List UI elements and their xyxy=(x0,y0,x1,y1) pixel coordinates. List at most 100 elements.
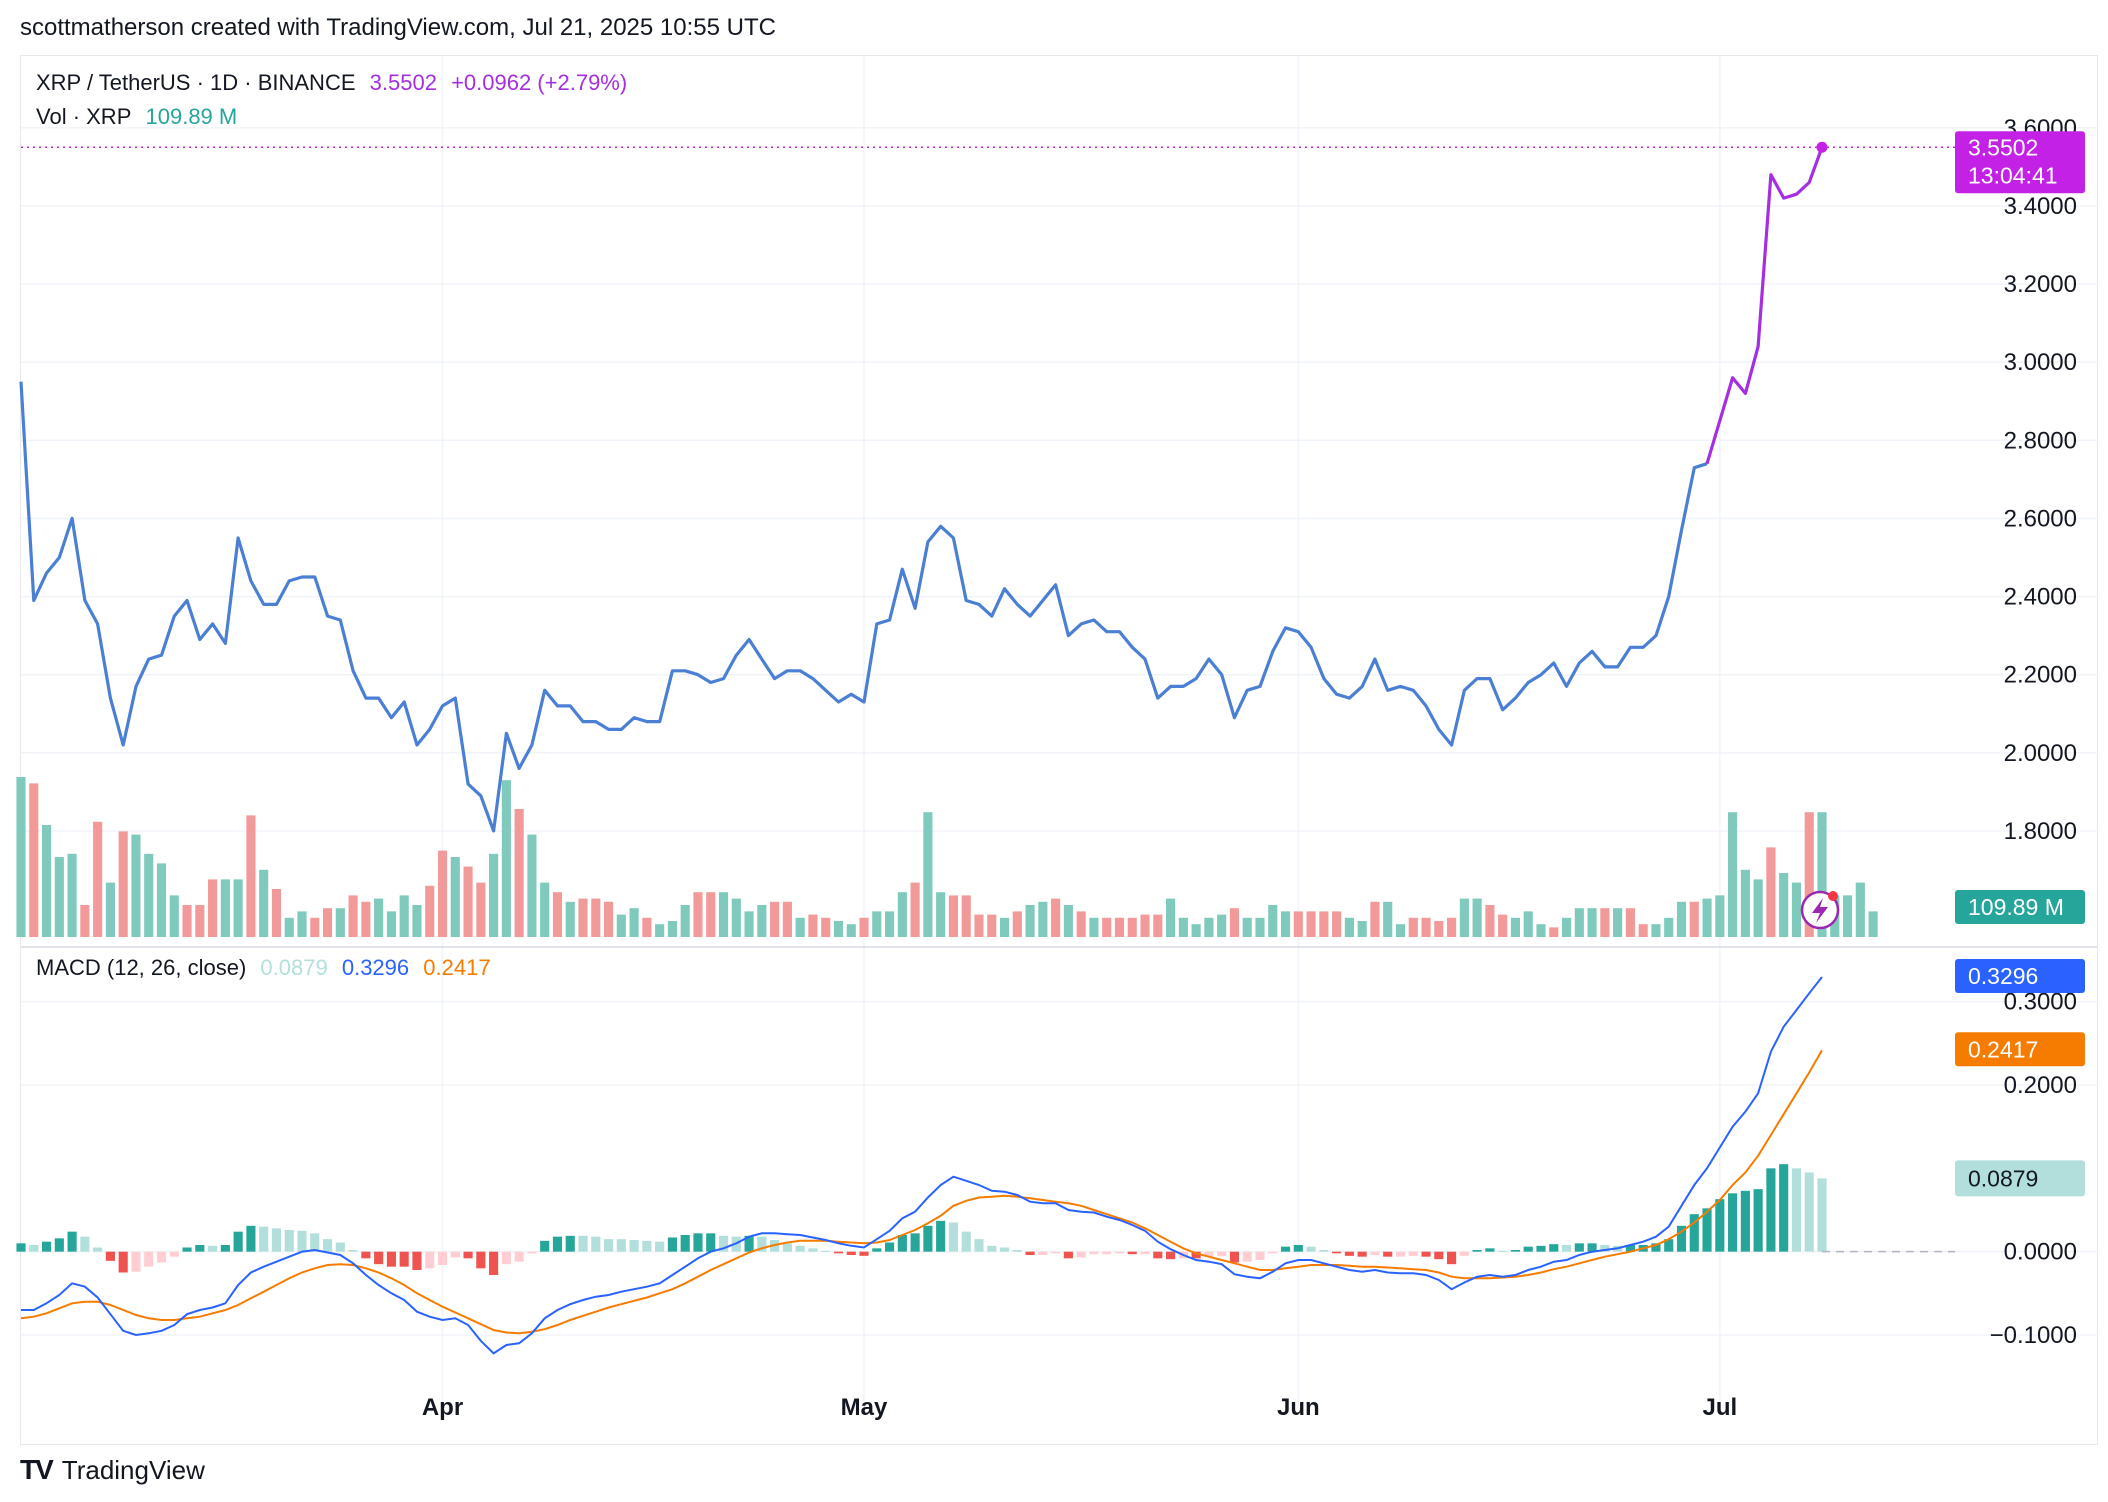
volume-bar xyxy=(1383,901,1393,937)
last-price-dot xyxy=(1816,141,1828,153)
macd-histogram-bar xyxy=(1651,1243,1661,1252)
volume-bar xyxy=(1012,911,1022,937)
macd-histogram-bar xyxy=(795,1245,805,1252)
volume-bar xyxy=(310,917,320,937)
macd-axis-tick-label: 0.3000 xyxy=(2004,989,2077,1016)
volume-bar xyxy=(118,831,128,937)
volume-bar xyxy=(603,901,614,937)
volume-bar xyxy=(54,857,64,937)
macd-histogram-bar xyxy=(923,1225,933,1252)
macd-histogram-bar xyxy=(156,1251,167,1263)
volume-bar xyxy=(208,879,218,937)
volume-bar xyxy=(1472,898,1482,937)
volume-bar xyxy=(1255,917,1265,937)
volume-bar xyxy=(718,892,729,937)
price-axis-tick-label: 2.8000 xyxy=(2004,427,2077,454)
macd-histogram-bar xyxy=(1625,1245,1635,1252)
macd-histogram-bar xyxy=(93,1247,103,1252)
volume-bar xyxy=(514,809,524,937)
macd-histogram-bar xyxy=(1051,1251,1061,1254)
macd-legend[interactable]: MACD (12, 26, close) 0.0879 0.3296 0.241… xyxy=(36,955,499,981)
macd-histogram-bar xyxy=(297,1230,307,1252)
volume-bar xyxy=(1510,917,1521,937)
volume-bar xyxy=(386,911,396,937)
macd-histogram-bar xyxy=(29,1245,39,1252)
volume-bar xyxy=(1740,869,1750,937)
macd-histogram-bar xyxy=(271,1228,282,1252)
macd-histogram-bar xyxy=(1676,1225,1687,1252)
volume-bar xyxy=(1076,911,1086,937)
macd-hist-value: 0.0879 xyxy=(260,955,328,980)
volume-bar xyxy=(1217,914,1227,937)
macd-histogram-bar xyxy=(463,1251,473,1259)
volume-bar xyxy=(974,914,984,937)
price-line-series xyxy=(19,381,1708,833)
volume-bar xyxy=(680,905,690,937)
macd-histogram-bar xyxy=(1510,1250,1521,1252)
volume-bar xyxy=(1102,917,1112,937)
volume-bar xyxy=(1842,895,1853,937)
macd-histogram-bar xyxy=(1549,1244,1559,1252)
macd-histogram-bar xyxy=(629,1240,639,1252)
price-axis-tick-label: 1.8000 xyxy=(2004,818,2077,845)
price-axis-tick-label: 3.4000 xyxy=(2004,193,2077,220)
macd-histogram-bar xyxy=(399,1251,409,1267)
macd-signal-line xyxy=(20,1049,1823,1335)
volume-bar xyxy=(1549,927,1559,937)
macd-histogram-bar xyxy=(361,1251,371,1259)
macd-histogram-bar xyxy=(131,1251,141,1272)
macd-histogram-bar xyxy=(195,1245,205,1252)
volume-bar xyxy=(846,924,856,937)
volume-bar xyxy=(782,901,792,937)
macd-histogram-bar xyxy=(1740,1190,1750,1252)
macd-histogram-bar xyxy=(1587,1243,1597,1252)
volume-value: 109.89 M xyxy=(145,104,238,129)
macd-histogram-bar xyxy=(948,1222,958,1252)
footer-brand[interactable]: TV TradingView xyxy=(20,1454,205,1486)
macd-histogram-bar xyxy=(872,1248,882,1252)
volume-bar xyxy=(195,905,205,937)
volume-bar xyxy=(872,911,882,937)
macd-title[interactable]: MACD (12, 26, close) xyxy=(36,955,247,980)
macd-histogram-bar xyxy=(105,1251,115,1261)
macd-histogram-bar xyxy=(706,1233,716,1252)
symbol-legend[interactable]: XRP / TetherUS · 1D · BINANCE 3.5502 +0.… xyxy=(36,70,635,96)
volume-bar xyxy=(1664,917,1674,937)
volume-bar xyxy=(1204,917,1214,937)
macd-histogram-bar xyxy=(80,1236,90,1252)
macd-histogram-bar xyxy=(936,1220,946,1252)
volume-bar xyxy=(770,901,780,937)
symbol-title[interactable]: XRP / TetherUS · 1D · BINANCE xyxy=(36,70,356,95)
volume-bar xyxy=(1779,873,1789,937)
volume-bar xyxy=(182,905,192,937)
volume-bar xyxy=(987,914,997,937)
macd-histogram-bar xyxy=(182,1247,192,1252)
volume-bar xyxy=(923,812,933,937)
volume-bar xyxy=(1638,924,1648,937)
macd-histogram-bar xyxy=(259,1226,269,1252)
volume-title[interactable]: Vol · XRP xyxy=(36,104,132,129)
volume-bar xyxy=(1306,911,1316,937)
volume-bar xyxy=(552,892,563,937)
volume-bar xyxy=(144,853,154,937)
macd-signal-badge xyxy=(1955,1032,2085,1067)
volume-bar xyxy=(1613,908,1623,937)
price-axis-tick-label: 2.6000 xyxy=(2004,505,2077,532)
macd-histogram-bar xyxy=(1408,1251,1418,1256)
macd-histogram-bar xyxy=(987,1245,997,1252)
macd-histogram-bar xyxy=(1715,1199,1725,1252)
macd-histogram-bar xyxy=(54,1238,64,1252)
macd-histogram-bar xyxy=(821,1250,831,1252)
volume-bar xyxy=(1242,917,1252,937)
volume-bar xyxy=(1625,908,1635,937)
macd-histogram-bar xyxy=(974,1239,984,1252)
macd-histogram-bar xyxy=(808,1248,818,1252)
macd-histogram-bar xyxy=(501,1251,511,1265)
macd-histogram-bar xyxy=(246,1225,256,1252)
price-axis-tick-label: 2.4000 xyxy=(2004,584,2077,611)
volume-bar xyxy=(1868,911,1878,937)
volume-bar xyxy=(1051,898,1061,937)
volume-legend[interactable]: Vol · XRP 109.89 M xyxy=(36,104,245,130)
macd-histogram-bar xyxy=(1485,1248,1495,1252)
